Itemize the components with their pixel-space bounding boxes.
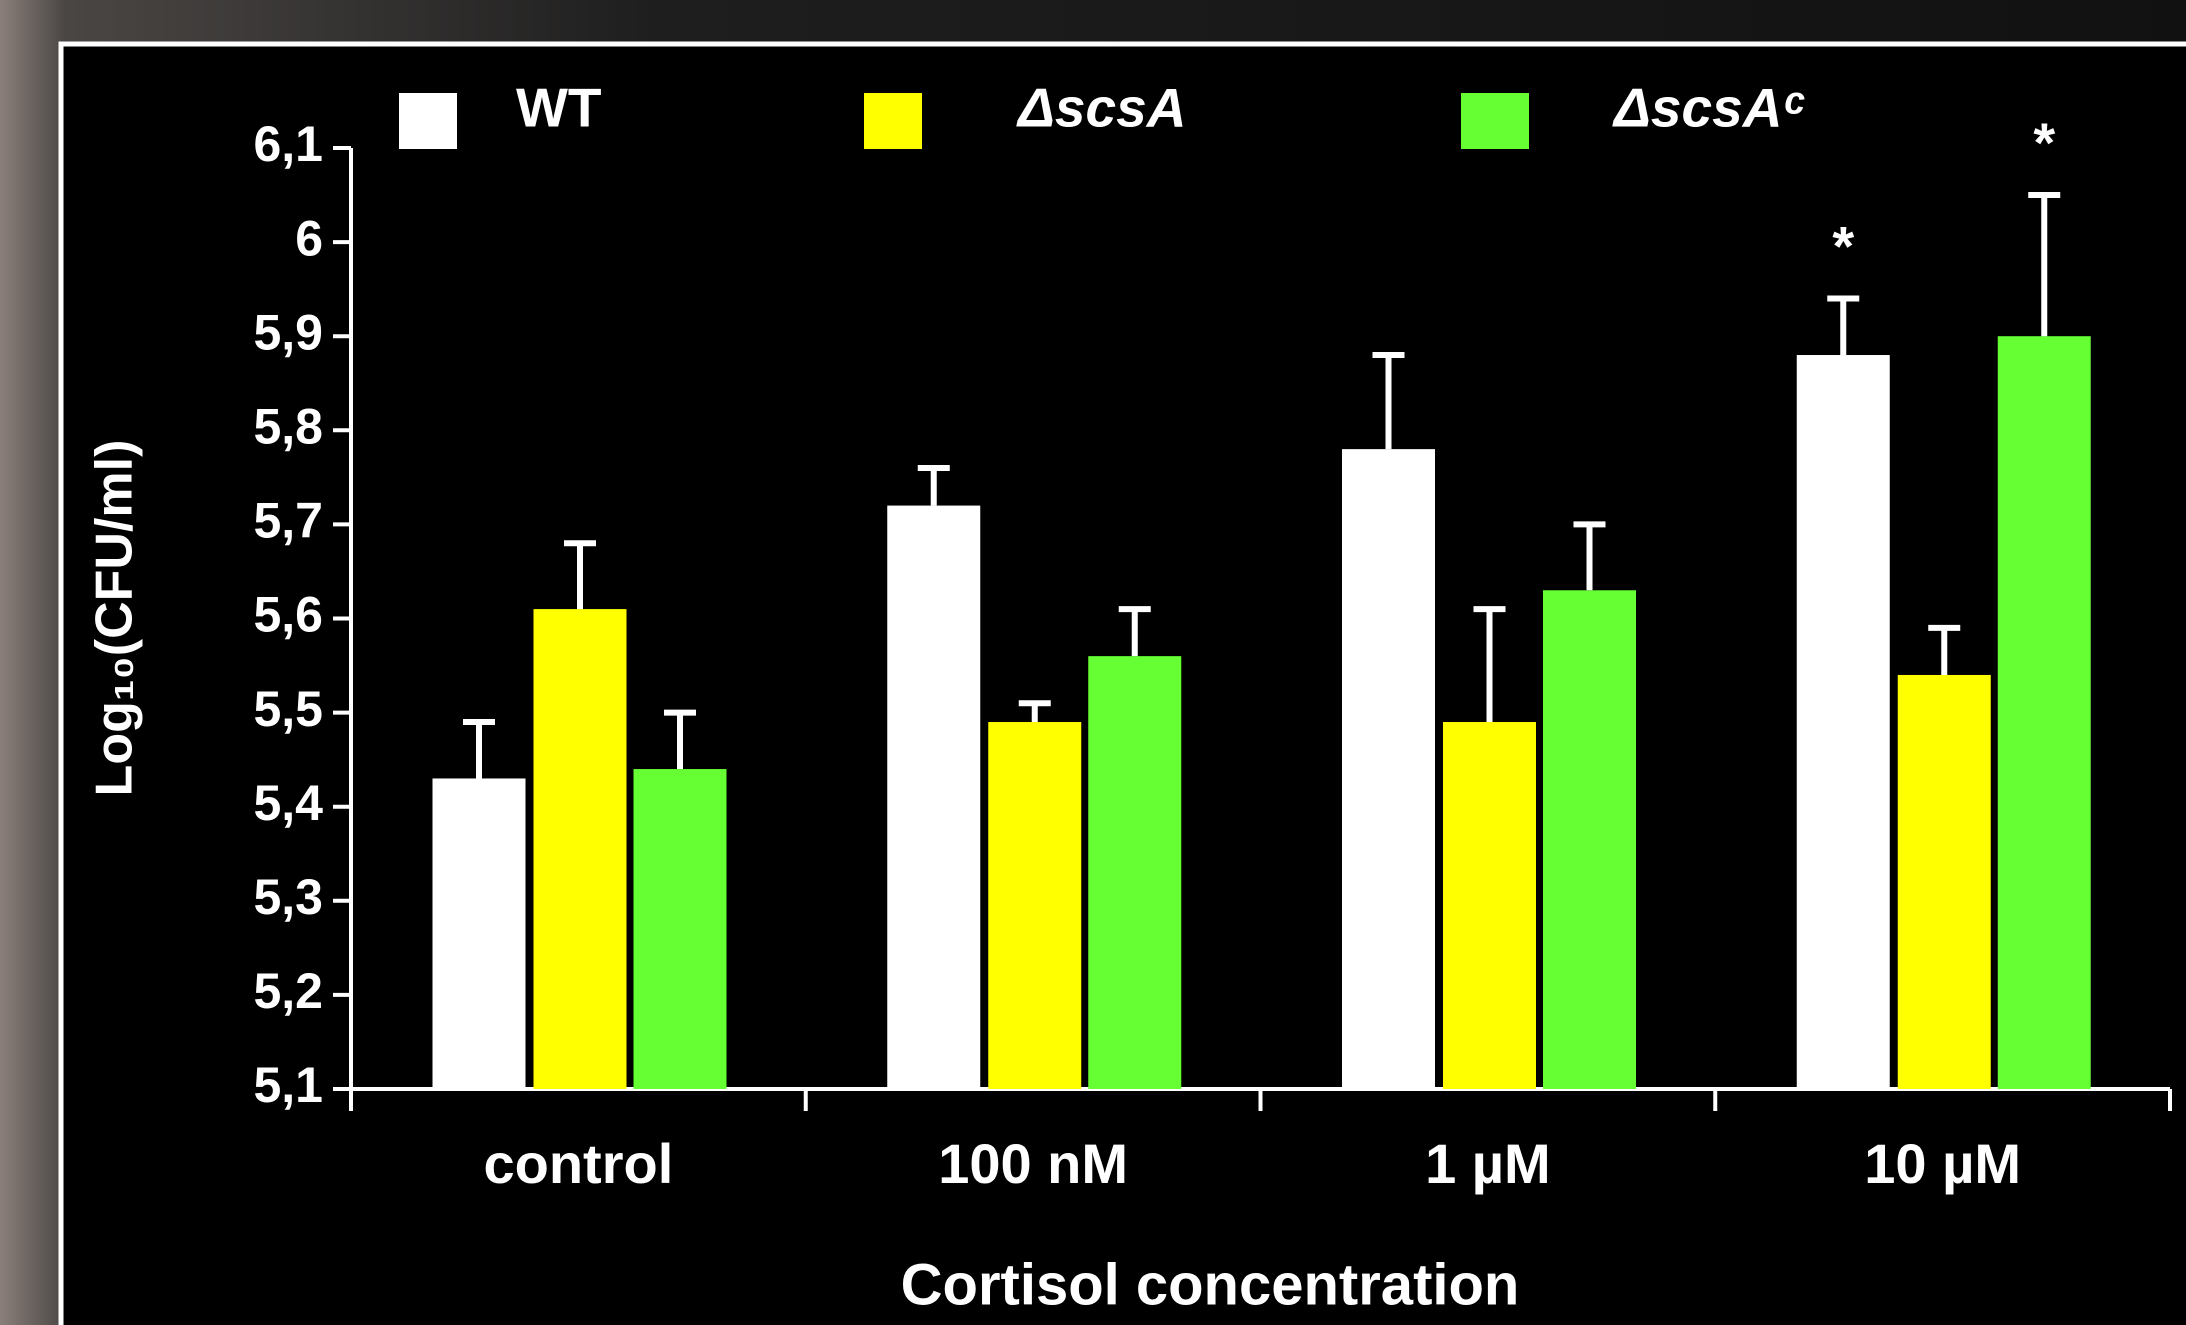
y-tick-label: 5,3: [253, 869, 323, 925]
legend-label: ΔscsA: [1016, 77, 1186, 139]
legend-swatch: [1461, 93, 1529, 149]
bar: [534, 609, 627, 1089]
bar: [988, 722, 1081, 1089]
y-tick-label: 5,2: [253, 963, 323, 1019]
y-tick-label: 5,6: [253, 587, 323, 643]
x-tick-label: control: [483, 1132, 673, 1195]
y-tick-label: 6,1: [253, 116, 323, 172]
y-tick-label: 5,9: [253, 304, 323, 360]
x-axis-label: Cortisol concentration: [901, 1252, 1520, 1317]
y-tick-label: 5,7: [253, 493, 323, 549]
page: Log₁₀(CFU/ml) Cortisol concentration 5,1…: [0, 0, 2186, 1325]
significance-marker: *: [1832, 214, 1854, 277]
bar: [1342, 449, 1435, 1089]
bar: [1898, 675, 1991, 1089]
y-axis-label: Log₁₀(CFU/ml): [86, 440, 144, 797]
bar: [1443, 722, 1536, 1089]
legend-swatch: [399, 93, 457, 149]
y-tick-label: 5,1: [253, 1057, 323, 1113]
y-tick-label: 5,5: [253, 681, 323, 737]
y-tick-label: 5,8: [253, 399, 323, 455]
bar: [634, 769, 727, 1089]
bar: [1088, 656, 1181, 1089]
bar: [1797, 355, 1890, 1089]
x-tick-label: 1 µM: [1425, 1132, 1551, 1195]
bar: [887, 506, 980, 1089]
chart: Log₁₀(CFU/ml) Cortisol concentration 5,1…: [0, 0, 2186, 1325]
bar: [433, 778, 526, 1089]
legend-label: ΔscsAᶜ: [1612, 77, 1805, 139]
x-tick-label: 10 µM: [1864, 1132, 2021, 1195]
bar: [1543, 590, 1636, 1089]
y-tick-label: 5,4: [253, 775, 323, 831]
legend-label: WT: [516, 77, 602, 139]
bar: [1998, 336, 2091, 1089]
x-tick-label: 100 nM: [938, 1132, 1128, 1195]
y-tick-label: 6: [295, 210, 323, 266]
significance-marker: *: [2033, 111, 2055, 174]
legend-swatch: [864, 93, 922, 149]
